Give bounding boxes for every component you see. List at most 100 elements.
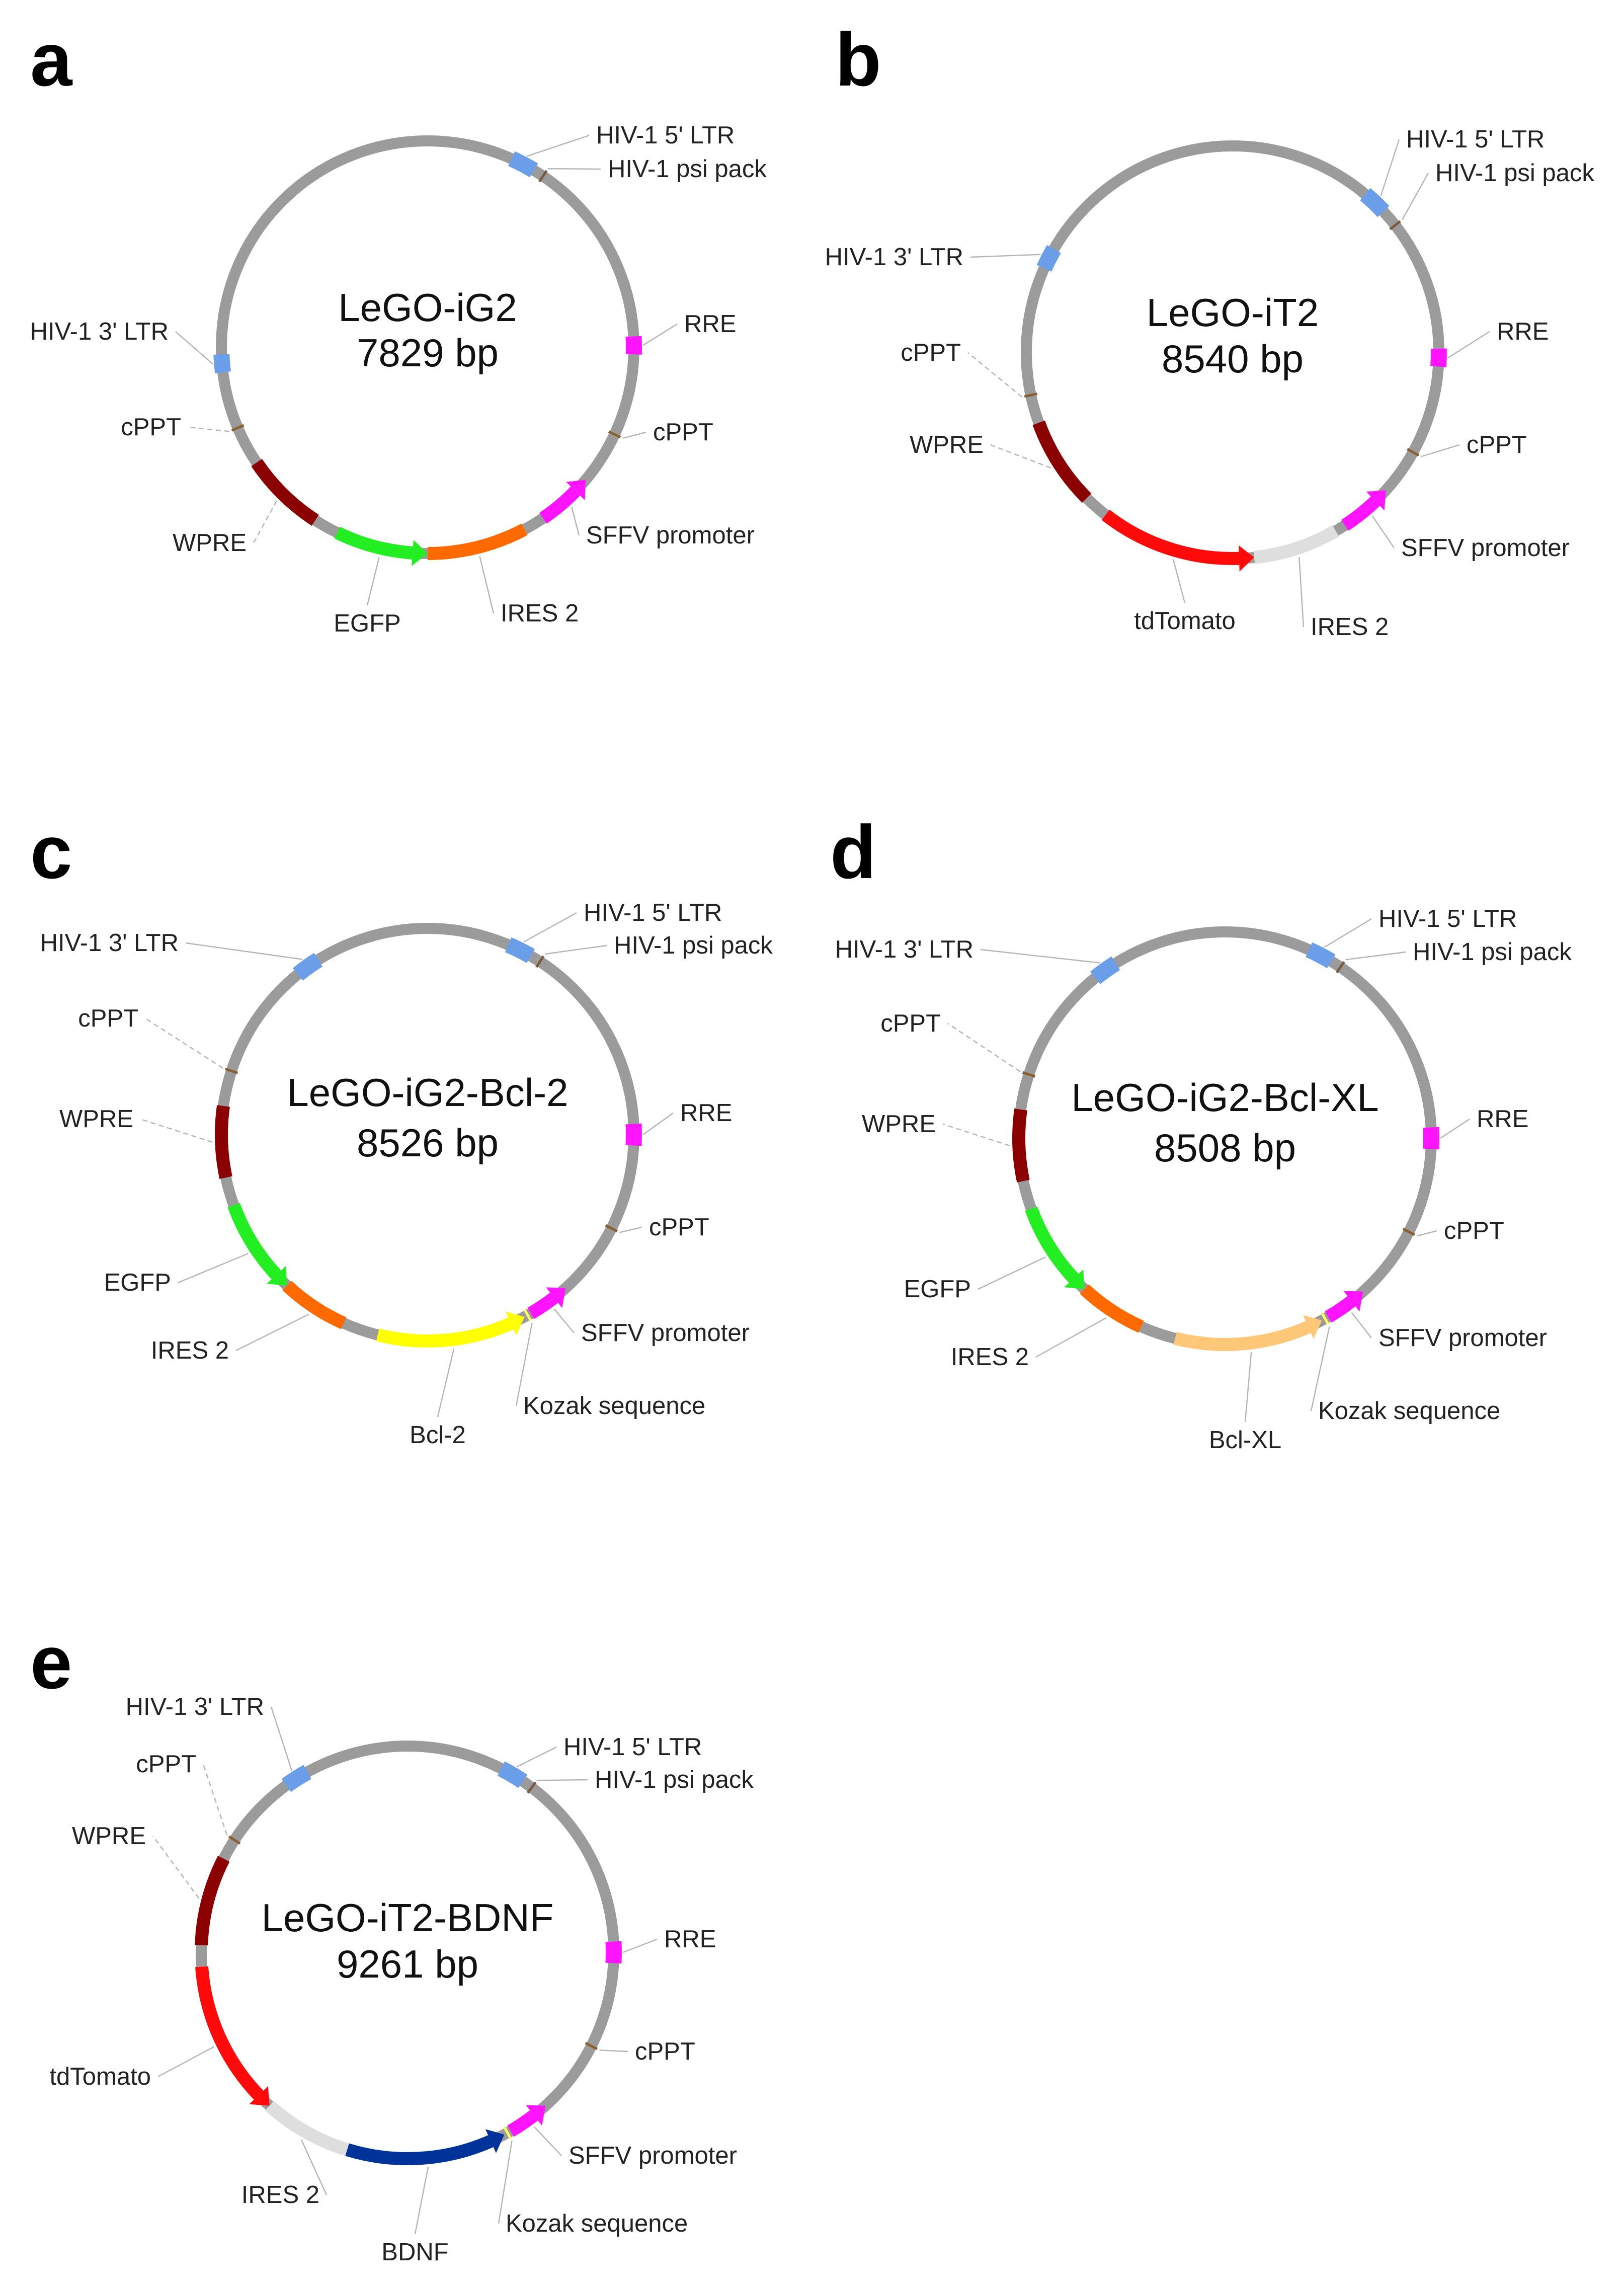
feature-label-hiv-1-5-ltr: HIV-1 5' LTR [1406,126,1545,153]
feature-hiv-1-psi-pack-mark [526,1781,537,1794]
feature-label-egfp: EGFP [334,610,400,637]
feature-ires-2-arc [1253,525,1339,564]
feature-kozak-sequence-mark [503,2126,512,2140]
feature-cppt-mark [224,1067,238,1074]
feature-hiv-1-psi-pack-leader [1402,173,1429,220]
feature-hiv-1-3-ltr-block [213,354,231,373]
feature-cppt-leader [619,1226,642,1233]
feature-label-sffv-promoter: SFFV promoter [586,522,755,549]
feature-wpre-arc [1032,420,1092,503]
feature-hiv-1-5-ltr-block [1360,188,1390,217]
feature-cppt-leader [188,426,230,432]
feature-hiv-1-5-ltr-block [505,937,535,963]
feature-label-hiv-1-5-ltr: HIV-1 5' LTR [584,899,722,926]
panel-letter: d [830,810,876,894]
feature-egfp-leader [366,557,380,606]
plasmid-name: LeGO-iG2-Bcl-XL [1071,1075,1378,1120]
panel-letter: b [835,17,881,102]
feature-cppt-mark [605,1224,618,1233]
feature-ires-2-arc [265,2100,349,2156]
feature-cppt-leader [967,352,1023,398]
feature-kozak-sequence-leader [515,1323,533,1406]
feature-label-wpre: WPRE [862,1111,936,1138]
feature-label-rre: RRE [664,1926,716,1953]
feature-hiv-1-5-ltr-leader [1380,139,1400,196]
feature-label-wpre: WPRE [59,1106,133,1133]
feature-sffv-promoter-leader [533,2126,562,2156]
feature-cppt-leader [947,1023,1021,1072]
plasmid-size: 7829 bp [357,331,499,375]
feature-ires-2-leader [235,1313,309,1352]
feature-bcl-2-arc [376,1317,514,1348]
feature-label-tdtomato: tdTomato [1134,607,1236,635]
feature-hiv-1-3-ltr-block [1036,245,1061,272]
feature-hiv-1-psi-pack-leader [1345,951,1406,961]
feature-egfp-arc [1025,1206,1079,1283]
feature-egfp-leader [178,1253,249,1284]
feature-ires-2-arc [427,523,528,560]
feature-tdtomato-arc [195,1966,264,2100]
feature-bcl-xl-leader [1244,1352,1252,1423]
feature-label-sffv-promoter: SFFV promoter [569,2142,737,2169]
feature-label-sffv-promoter: SFFV promoter [1401,534,1570,562]
feature-label-rre: RRE [680,1099,732,1127]
feature-hiv-1-5-ltr-leader [523,912,577,943]
feature-label-wpre: WPRE [173,529,247,557]
feature-bcl-xl-arc [1173,1321,1311,1351]
feature-sffv-promoter-leader [1351,1312,1372,1338]
feature-egfp-arc [227,1203,281,1280]
feature-label-cppt: cPPT [1444,1217,1504,1244]
feature-label-cppt: cPPT [136,1751,196,1778]
feature-sffv-promoter-arrowhead [546,1287,566,1308]
feature-wpre-leader [140,1118,213,1143]
feature-label-sffv-promoter: SFFV promoter [1378,1324,1547,1352]
feature-cppt-mark [1402,1228,1416,1236]
feature-bcl-xl-arrowhead [1303,1315,1322,1339]
feature-label-hiv-1-3-ltr: HIV-1 3' LTR [835,936,973,963]
feature-bdnf-arc [345,2135,494,2165]
plasmid-panel-d: d LeGO-iG2-Bcl-XL 8508 bp HIV-1 5' LTR HIV-1… [830,810,1572,1454]
plasmid-name: LeGO-iG2-Bcl-2 [287,1070,568,1115]
feature-label-hiv-1-3-ltr: HIV-1 3' LTR [40,929,179,957]
feature-sffv-promoter-arc [1325,1296,1356,1323]
feature-label-ires-2: IRES 2 [241,2181,319,2208]
feature-hiv-1-3-ltr-leader [970,254,1041,258]
feature-wpre-leader [942,1123,1010,1147]
feature-egfp-arc [334,526,414,560]
feature-sffv-promoter-leader [571,507,580,536]
panel-letter: e [30,1620,72,1704]
plasmid-name: LeGO-iT2 [1147,290,1319,335]
panel-letter: a [30,17,73,102]
feature-label-hiv-1-5-ltr: HIV-1 5' LTR [563,1733,702,1761]
feature-sffv-promoter-arrowhead [1343,1291,1363,1312]
feature-tdtomato-leader [157,2046,214,2078]
feature-sffv-promoter-arc [507,2110,538,2137]
feature-cppt-mark [1022,1071,1036,1078]
feature-hiv-1-5-ltr-block [508,151,538,178]
feature-label-cppt: cPPT [1467,431,1527,458]
feature-cppt-mark [608,430,621,439]
feature-bdnf-arrowhead [485,2129,505,2153]
plasmid-size: 8508 bp [1154,1126,1296,1170]
feature-rre-leader [622,1938,658,1953]
feature-wpre-leader [152,1836,200,1899]
feature-hiv-1-psi-pack-mark [535,955,545,968]
feature-label-hiv-1-5-ltr: HIV-1 5' LTR [1378,905,1517,932]
feature-label-kozak-sequence: Kozak sequence [506,2210,688,2237]
feature-hiv-1-3-ltr-block [1090,956,1120,984]
feature-label-rre: RRE [1497,318,1549,345]
feature-kozak-sequence-mark [1321,1312,1330,1325]
feature-label-ires-2: IRES 2 [1311,613,1389,641]
feature-label-hiv-1-psi-pack: HIV-1 psi pack [1413,938,1572,966]
feature-label-bdnf: BDNF [381,2239,448,2266]
feature-sffv-promoter-arc [1341,496,1380,531]
feature-label-cppt: cPPT [653,419,713,446]
feature-wpre-leader [990,444,1051,469]
panel-letter: c [30,810,72,894]
feature-rre-leader [1440,1118,1470,1139]
feature-ires-2-leader [1298,557,1305,627]
feature-tdtomato-leader [1172,559,1186,603]
